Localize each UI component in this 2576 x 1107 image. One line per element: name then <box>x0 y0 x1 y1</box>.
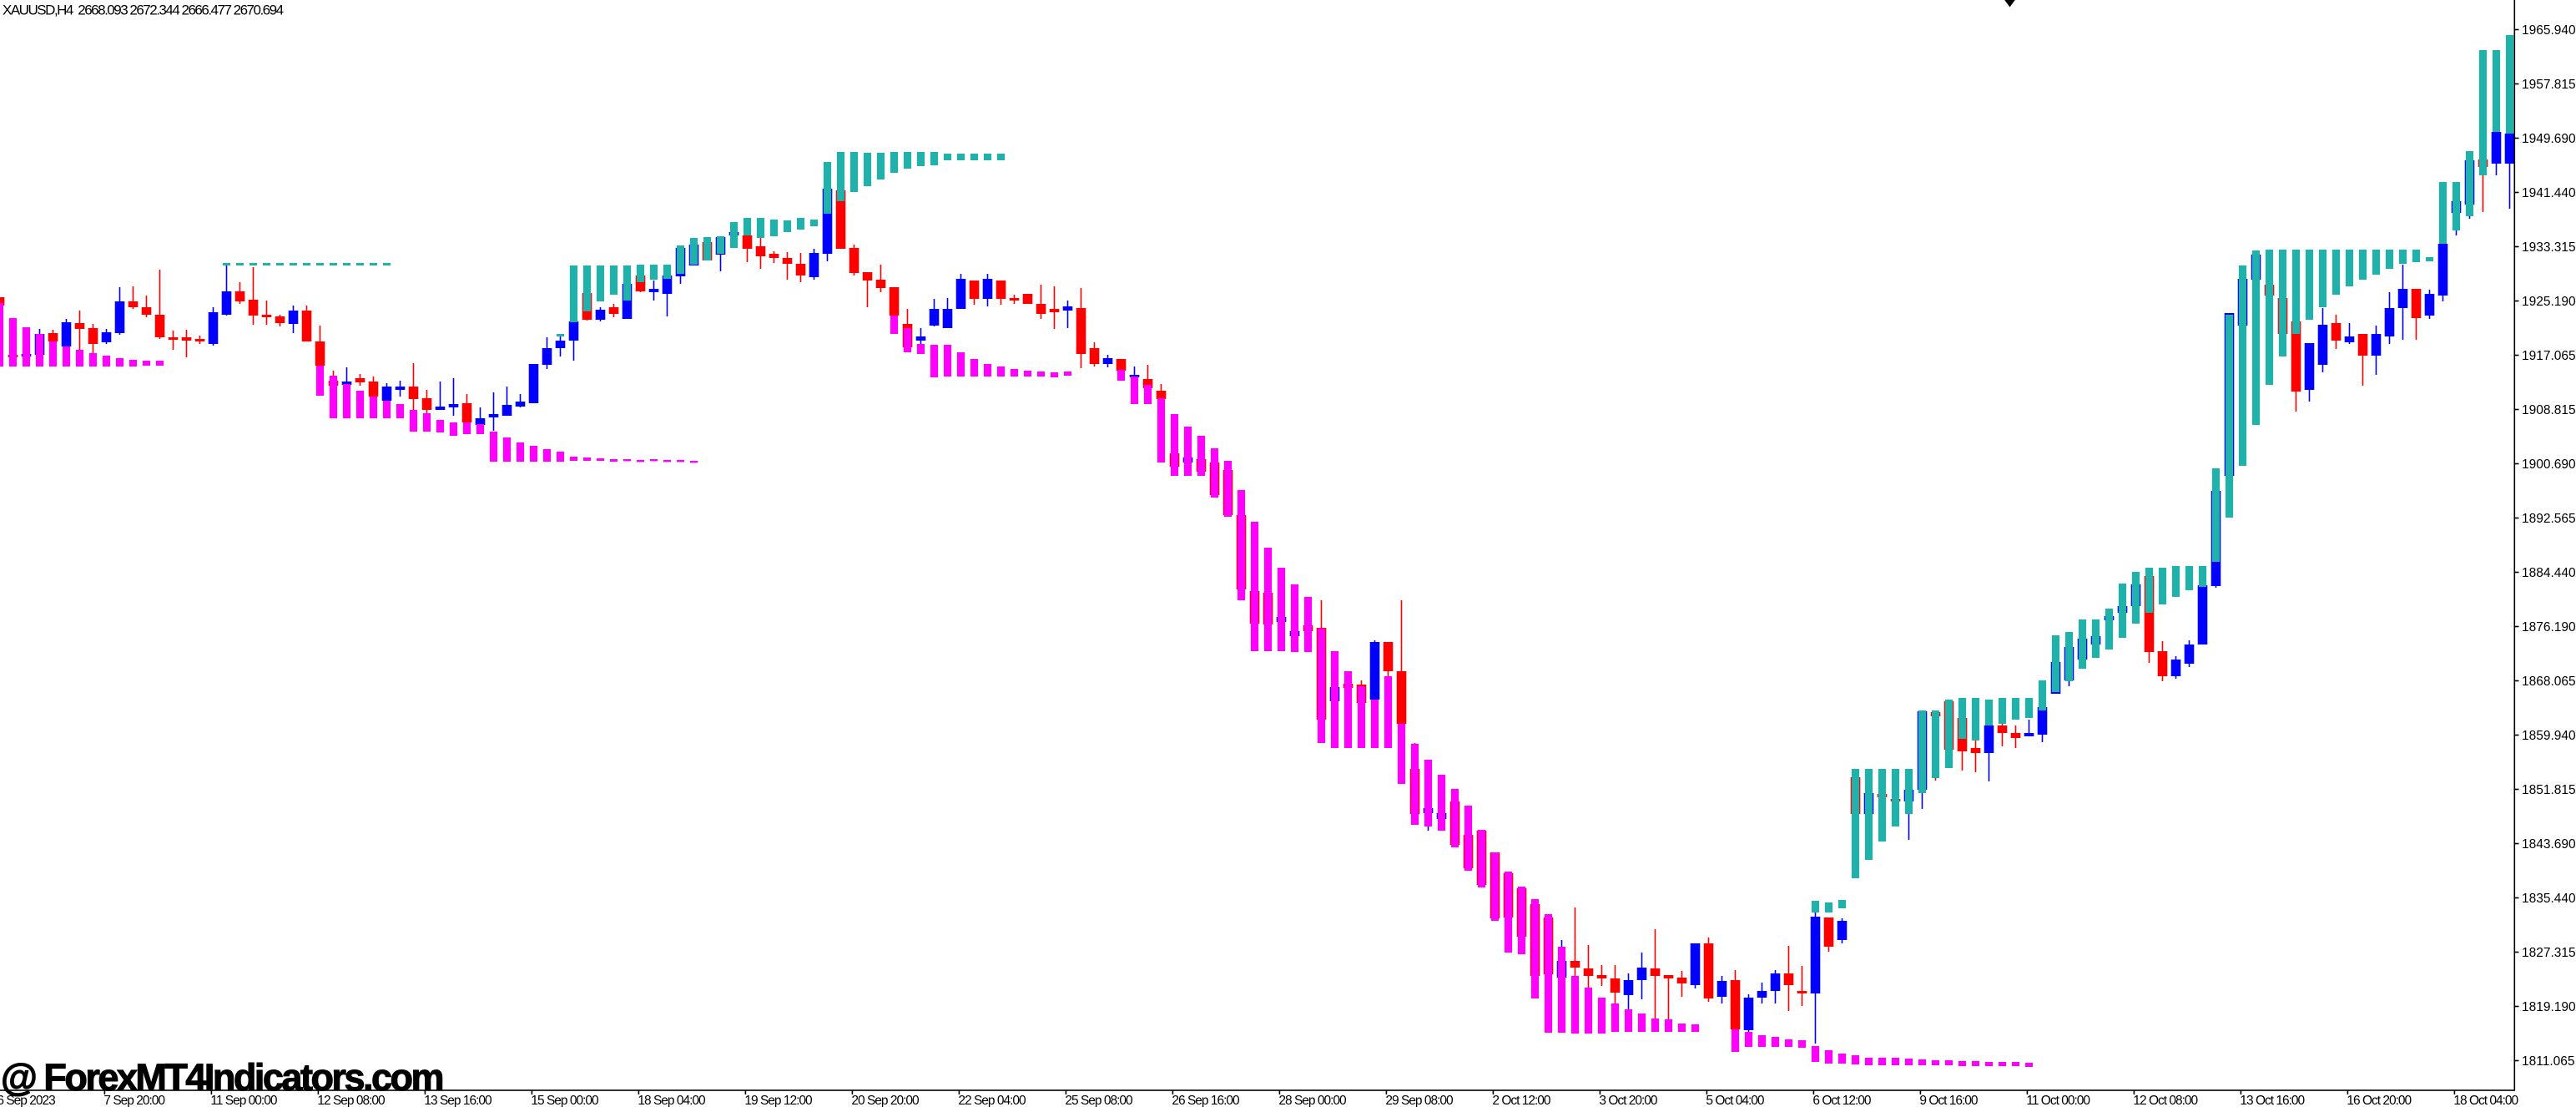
svg-text:26 Sep 16:00: 26 Sep 16:00 <box>1172 1094 1240 1107</box>
svg-text:1908.815: 1908.815 <box>2522 403 2576 417</box>
svg-text:12 Oct 08:00: 12 Oct 08:00 <box>2133 1094 2198 1107</box>
svg-text:19 Sep 12:00: 19 Sep 12:00 <box>744 1094 813 1107</box>
svg-text:1957.815: 1957.815 <box>2522 78 2576 92</box>
svg-text:1892.565: 1892.565 <box>2522 512 2576 526</box>
svg-text:9 Oct 16:00: 9 Oct 16:00 <box>1919 1094 1979 1107</box>
svg-text:11 Oct 00:00: 11 Oct 00:00 <box>2026 1094 2090 1107</box>
svg-text:1876.190: 1876.190 <box>2522 620 2576 634</box>
svg-text:1819.190: 1819.190 <box>2522 1000 2576 1014</box>
svg-text:22 Sep 04:00: 22 Sep 04:00 <box>958 1094 1026 1107</box>
svg-text:28 Sep 00:00: 28 Sep 00:00 <box>1278 1094 1347 1107</box>
svg-text:1949.690: 1949.690 <box>2522 132 2576 146</box>
svg-text:1917.065: 1917.065 <box>2522 349 2576 363</box>
svg-text:12 Sep 08:00: 12 Sep 08:00 <box>317 1094 386 1107</box>
svg-text:1900.690: 1900.690 <box>2522 457 2576 472</box>
svg-text:1811.065: 1811.065 <box>2522 1054 2575 1069</box>
svg-text:13 Oct 16:00: 13 Oct 16:00 <box>2240 1094 2305 1107</box>
svg-text:1851.815: 1851.815 <box>2522 783 2576 797</box>
svg-text:1868.065: 1868.065 <box>2522 675 2576 689</box>
svg-text:1965.940: 1965.940 <box>2522 23 2576 38</box>
svg-text:2 Oct 12:00: 2 Oct 12:00 <box>1492 1094 1551 1107</box>
svg-text:6 Oct 12:00: 6 Oct 12:00 <box>1812 1094 1872 1107</box>
svg-text:11 Sep 00:00: 11 Sep 00:00 <box>210 1094 277 1107</box>
svg-text:3 Oct 20:00: 3 Oct 20:00 <box>1599 1094 1658 1107</box>
svg-text:15 Sep 00:00: 15 Sep 00:00 <box>531 1094 599 1107</box>
svg-text:1941.440: 1941.440 <box>2522 186 2576 200</box>
svg-text:25 Sep 08:00: 25 Sep 08:00 <box>1065 1094 1133 1107</box>
svg-text:XAUUSD,H4 2668.093 2672.344 2: XAUUSD,H4 2668.093 2672.344 2666.477 267… <box>3 3 284 18</box>
svg-text:1843.690: 1843.690 <box>2522 837 2576 852</box>
svg-text:1925.190: 1925.190 <box>2522 295 2576 309</box>
svg-text:13 Sep 16:00: 13 Sep 16:00 <box>424 1094 492 1107</box>
svg-text:@ ForexMT4Indicators.com: @ ForexMT4Indicators.com <box>1 1056 442 1099</box>
svg-text:7 Sep 20:00: 7 Sep 20:00 <box>103 1094 165 1107</box>
svg-text:1933.315: 1933.315 <box>2522 240 2576 255</box>
svg-text:20 Sep 20:00: 20 Sep 20:00 <box>851 1094 920 1107</box>
svg-text:6 Sep 2023: 6 Sep 2023 <box>0 1094 55 1107</box>
svg-text:29 Sep 08:00: 29 Sep 08:00 <box>1385 1094 1454 1107</box>
svg-text:1859.940: 1859.940 <box>2522 729 2576 743</box>
svg-text:1827.315: 1827.315 <box>2522 946 2576 960</box>
svg-text:1835.440: 1835.440 <box>2522 892 2576 906</box>
svg-text:18 Sep 04:00: 18 Sep 04:00 <box>638 1094 706 1107</box>
svg-text:18 Oct 04:00: 18 Oct 04:00 <box>2453 1094 2518 1107</box>
svg-text:16 Oct 20:00: 16 Oct 20:00 <box>2347 1094 2412 1107</box>
svg-text:5 Oct 04:00: 5 Oct 04:00 <box>1706 1094 1765 1107</box>
svg-text:1884.440: 1884.440 <box>2522 566 2576 580</box>
